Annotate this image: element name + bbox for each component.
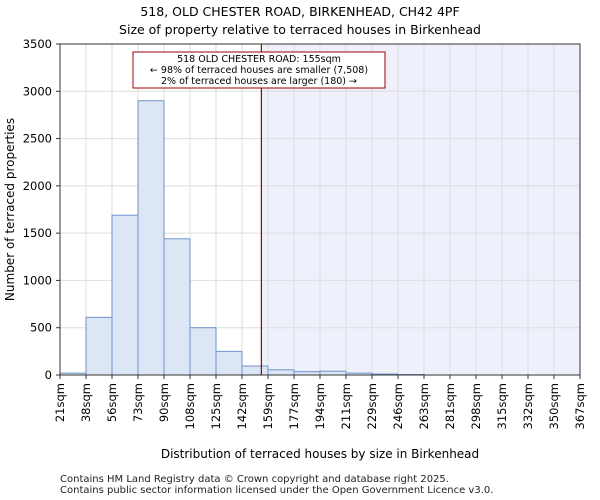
histogram-bar xyxy=(215,350,243,376)
y-tick-label: 3000 xyxy=(23,84,52,98)
x-tick-label: 38sqm xyxy=(79,383,93,422)
histogram-bar xyxy=(163,238,191,376)
x-tick-label: 298sqm xyxy=(469,383,483,429)
x-tick-label: 315sqm xyxy=(495,383,509,429)
y-tick-label: 2500 xyxy=(23,132,52,146)
x-tick-label: 367sqm xyxy=(573,383,587,429)
y-tick-label: 2000 xyxy=(23,179,52,193)
x-tick-label: 56sqm xyxy=(105,383,119,422)
x-tick-label: 177sqm xyxy=(287,383,301,429)
x-axis-label: Distribution of terraced houses by size … xyxy=(161,447,479,461)
y-tick-label: 500 xyxy=(30,321,52,335)
x-tick-label: 194sqm xyxy=(313,383,327,429)
x-tick-label: 159sqm xyxy=(261,383,275,429)
x-tick-label: 211sqm xyxy=(339,383,353,429)
y-tick-label: 1500 xyxy=(23,226,52,240)
x-tick-label: 281sqm xyxy=(443,383,457,429)
x-tick-label: 229sqm xyxy=(365,383,379,429)
chart-subtitle: Size of property relative to terraced ho… xyxy=(119,22,481,37)
histogram-bar xyxy=(137,100,165,376)
y-tick-label: 1000 xyxy=(23,273,52,287)
footer-copyright: Contains HM Land Registry data © Crown c… xyxy=(60,474,449,485)
x-tick-label: 90sqm xyxy=(157,383,171,422)
footer-licence: Contains public sector information licen… xyxy=(60,485,494,496)
histogram-bar xyxy=(111,214,139,376)
histogram-bar xyxy=(319,370,347,376)
marker-annotation-line: 2% of terraced houses are larger (180) → xyxy=(161,76,357,87)
larger-region-shade xyxy=(261,44,580,375)
histogram-bar xyxy=(241,365,269,376)
marker-annotation-box xyxy=(132,51,386,89)
x-tick-label: 350sqm xyxy=(547,383,561,429)
x-tick-label: 21sqm xyxy=(53,383,67,422)
x-tick-label: 108sqm xyxy=(183,383,197,429)
histogram-bar xyxy=(189,327,217,376)
x-tick-label: 332sqm xyxy=(521,383,535,429)
histogram-bar xyxy=(85,316,113,376)
x-tick-label: 246sqm xyxy=(391,383,405,429)
x-tick-label: 263sqm xyxy=(417,383,431,429)
histogram-bar xyxy=(267,369,295,376)
x-tick-label: 73sqm xyxy=(131,383,145,422)
marker-annotation-line: 518 OLD CHESTER ROAD: 155sqm xyxy=(177,54,341,65)
marker-annotation-line: ← 98% of terraced houses are smaller (7,… xyxy=(150,65,368,76)
x-tick-label: 125sqm xyxy=(209,383,223,429)
x-tick-label: 142sqm xyxy=(235,383,249,429)
y-axis-label: Number of terraced properties xyxy=(3,118,17,301)
y-tick-label: 3500 xyxy=(23,37,52,51)
chart-title: 518, OLD CHESTER ROAD, BIRKENHEAD, CH42 … xyxy=(140,4,460,19)
y-tick-label: 0 xyxy=(45,368,52,382)
